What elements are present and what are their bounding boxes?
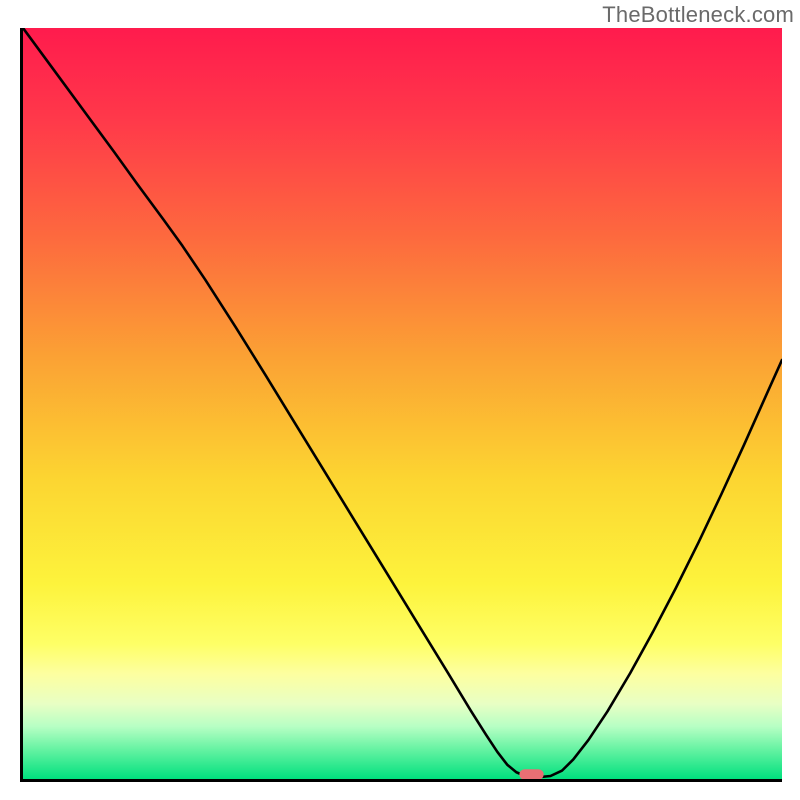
target-marker — [519, 769, 543, 779]
watermark-label: TheBottleneck.com — [602, 2, 794, 28]
background-rect — [23, 28, 782, 779]
plot-area — [20, 28, 782, 782]
plot-svg — [23, 28, 782, 779]
chart-frame: TheBottleneck.com — [0, 0, 800, 800]
